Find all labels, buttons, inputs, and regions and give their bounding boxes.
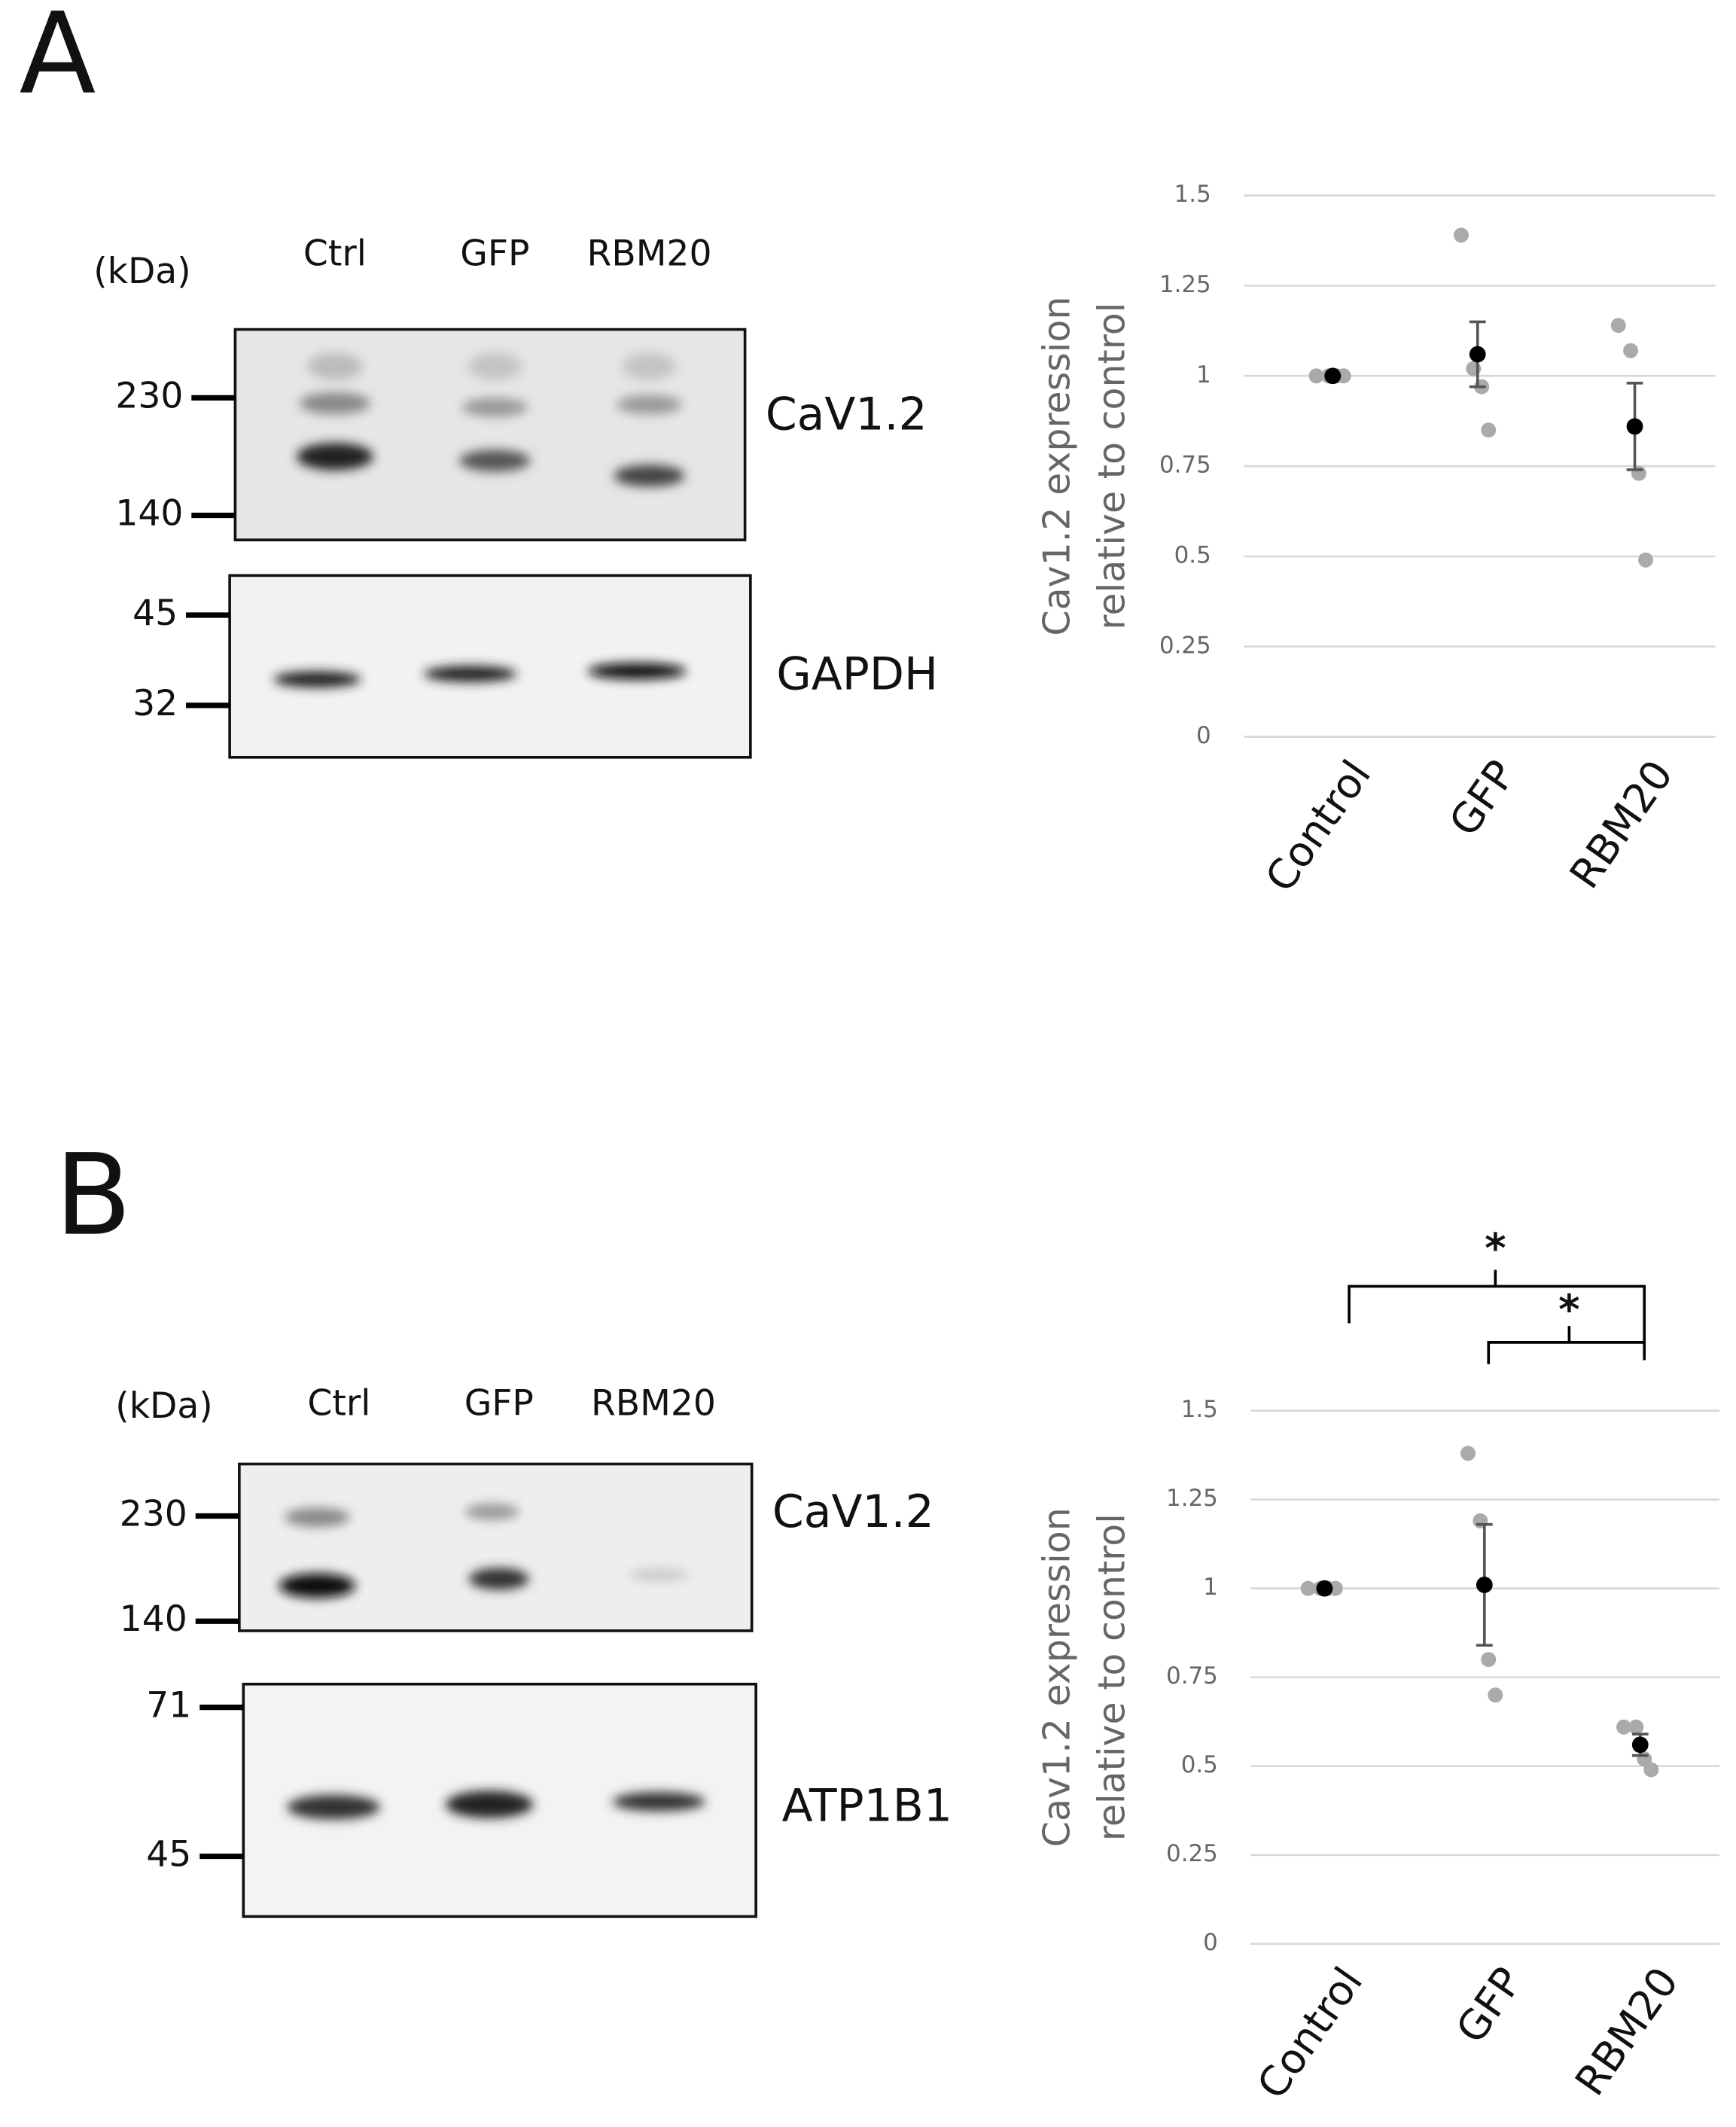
mean-dot — [1631, 1736, 1649, 1754]
y-axis-label: Cav1.2 expression — [1036, 297, 1079, 636]
x-tick-label: GFP — [1439, 751, 1524, 845]
replicate-dot — [1460, 1446, 1476, 1461]
unit-label: (kDa) — [115, 1385, 212, 1427]
y-tick-label: 0.5 — [1174, 541, 1211, 568]
significance-bracket — [1348, 1284, 1646, 1361]
marker-label: 140 — [120, 1598, 187, 1640]
panel-letter: A — [20, 0, 96, 120]
band — [461, 398, 528, 417]
replicate-dot — [1616, 1719, 1631, 1735]
band — [423, 666, 517, 682]
unit-label: (kDa) — [93, 251, 190, 292]
replicate-dot — [1610, 318, 1626, 334]
y-tick-label: 0.75 — [1159, 452, 1211, 479]
y-axis-label: relative to control — [1090, 303, 1133, 630]
replicate-dot — [1623, 343, 1639, 358]
lane-label: GFP — [460, 233, 529, 275]
band — [307, 352, 363, 380]
panel-letter: B — [55, 1131, 132, 1261]
band — [273, 671, 361, 688]
band — [468, 352, 522, 380]
band — [614, 465, 685, 487]
band — [464, 1504, 520, 1520]
y-tick-label: 0.5 — [1181, 1751, 1218, 1778]
band — [297, 443, 373, 471]
marker-label: 230 — [120, 1493, 187, 1534]
x-tick-label: RBM20 — [1566, 1958, 1688, 2104]
band — [622, 352, 677, 380]
y-tick-label: 1 — [1203, 1574, 1218, 1601]
blot-name: CaV1.2 — [766, 388, 927, 440]
blot — [238, 1462, 754, 1632]
lane-label: GFP — [464, 1382, 534, 1424]
x-tick-label: Control — [1256, 751, 1380, 900]
band — [629, 1568, 690, 1582]
y-tick-label: 0.75 — [1166, 1662, 1218, 1690]
replicate-dot — [1481, 1652, 1497, 1668]
y-tick-label: 1.25 — [1159, 271, 1211, 298]
y-tick-label: 0.25 — [1166, 1840, 1218, 1867]
y-tick-label: 1.5 — [1174, 181, 1211, 208]
significance-star: * — [1558, 1285, 1579, 1333]
replicate-dot — [1488, 1687, 1503, 1703]
replicate-dot — [1643, 1762, 1659, 1778]
y-tick-label: 0 — [1203, 1929, 1218, 1956]
x-tick-label: GFP — [1446, 1958, 1531, 2052]
replicate-dot — [1638, 552, 1654, 568]
band — [445, 1790, 534, 1818]
band — [299, 392, 371, 415]
x-tick-label: Control — [1247, 1958, 1372, 2107]
mean-dot — [1469, 346, 1486, 363]
blot-name: GAPDH — [776, 648, 938, 700]
replicate-dot — [1628, 1719, 1644, 1735]
band — [468, 1568, 529, 1590]
x-tick-label: RBM20 — [1560, 751, 1682, 897]
band — [287, 1794, 380, 1820]
band — [279, 1573, 356, 1598]
y-tick-label: 1.25 — [1166, 1485, 1218, 1512]
mean-dot — [1316, 1580, 1333, 1597]
replicate-dot — [1481, 422, 1497, 438]
replicate-dot — [1300, 1580, 1316, 1596]
y-tick-label: 1 — [1196, 361, 1211, 389]
significance-bracket — [1487, 1341, 1645, 1364]
mean-dot — [1324, 367, 1342, 385]
mean-dot — [1476, 1577, 1493, 1593]
marker-label: 32 — [132, 683, 178, 724]
band — [612, 1792, 705, 1812]
y-tick-label: 1.5 — [1181, 1396, 1218, 1423]
mean-dot — [1626, 418, 1643, 435]
band — [459, 449, 531, 472]
y-axis-label: relative to control — [1090, 1513, 1133, 1841]
band — [284, 1507, 350, 1527]
lane-label: Ctrl — [307, 1382, 370, 1424]
blot-name: CaV1.2 — [772, 1486, 934, 1538]
band — [587, 663, 687, 680]
marker-label: 45 — [132, 593, 178, 634]
y-axis-label: Cav1.2 expression — [1036, 1507, 1079, 1847]
lane-label: RBM20 — [591, 1382, 716, 1424]
marker-label: 71 — [146, 1685, 191, 1726]
replicate-dot — [1453, 227, 1469, 243]
band — [616, 395, 683, 415]
marker-label: 140 — [115, 492, 183, 534]
y-tick-label: 0.25 — [1159, 632, 1211, 659]
significance-star: * — [1485, 1223, 1506, 1272]
lane-label: Ctrl — [303, 233, 367, 275]
replicate-dot — [1308, 368, 1324, 384]
lane-label: RBM20 — [587, 233, 712, 275]
marker-label: 45 — [146, 1834, 191, 1876]
y-tick-label: 0 — [1196, 722, 1211, 749]
marker-label: 230 — [115, 375, 183, 416]
blot-name: ATP1B1 — [782, 1780, 952, 1833]
